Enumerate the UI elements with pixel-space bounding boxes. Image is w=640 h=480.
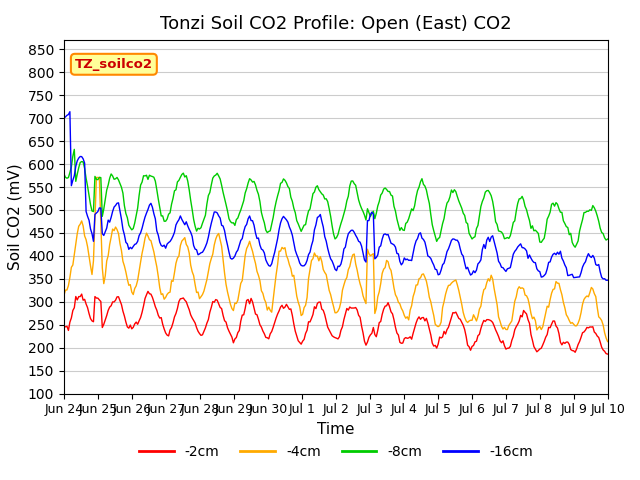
Text: TZ_soilco2: TZ_soilco2 bbox=[75, 58, 153, 71]
Title: Tonzi Soil CO2 Profile: Open (East) CO2: Tonzi Soil CO2 Profile: Open (East) CO2 bbox=[160, 15, 511, 33]
Legend: -2cm, -4cm, -8cm, -16cm: -2cm, -4cm, -8cm, -16cm bbox=[133, 439, 538, 465]
X-axis label: Time: Time bbox=[317, 422, 355, 437]
Y-axis label: Soil CO2 (mV): Soil CO2 (mV) bbox=[7, 164, 22, 270]
